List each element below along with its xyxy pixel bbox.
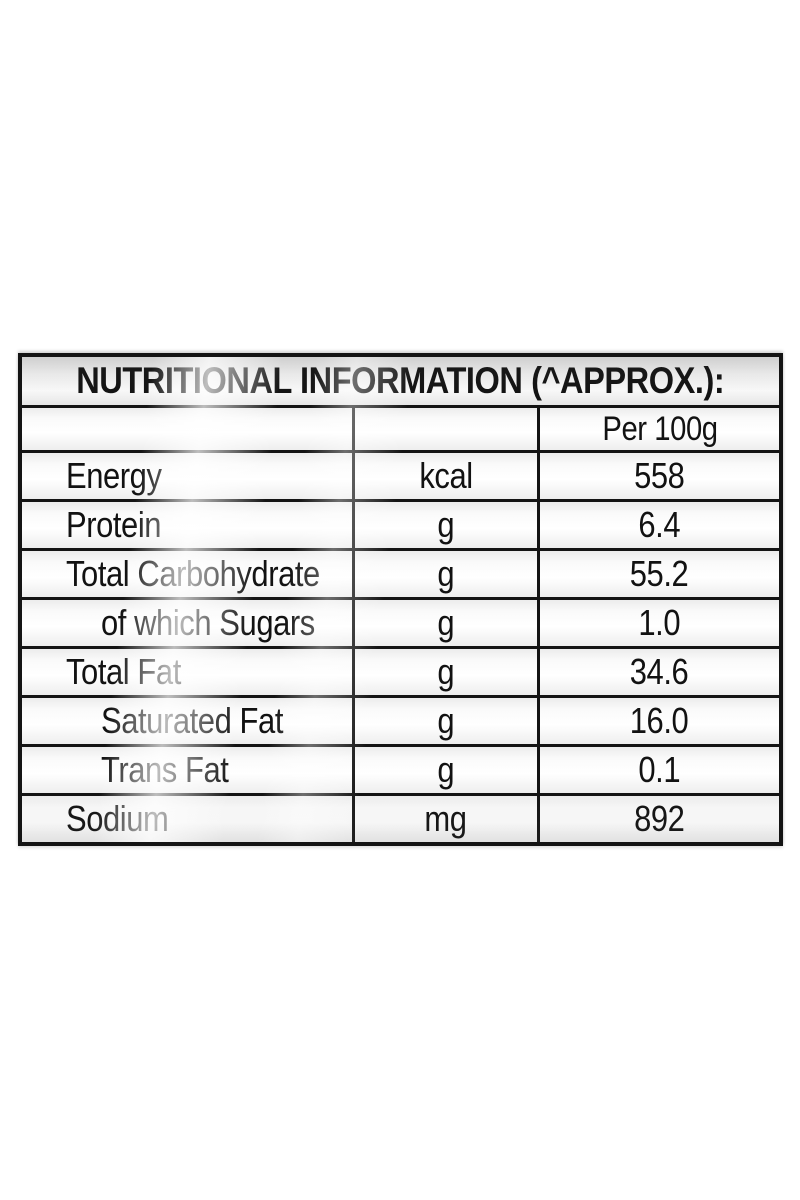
nutrient-name: of which Sugars bbox=[101, 602, 315, 643]
nutrient-name: Protein bbox=[66, 504, 162, 545]
nutrient-value: 6.4 bbox=[638, 504, 681, 545]
nutrient-value-cell: 558 bbox=[537, 453, 779, 499]
table-title-row: NUTRITIONAL INFORMATION (^APPROX.): bbox=[22, 357, 779, 405]
nutrient-unit: g bbox=[437, 749, 455, 790]
nutrient-value: 34.6 bbox=[630, 651, 689, 692]
nutrient-name-cell: Protein bbox=[22, 502, 352, 548]
nutrient-name: Saturated Fat bbox=[101, 700, 284, 741]
header-nutrient-cell bbox=[22, 408, 352, 450]
header-per-100g-cell: Per 100g bbox=[537, 408, 779, 450]
nutrient-value-cell: 6.4 bbox=[537, 502, 779, 548]
nutrient-unit-cell: g bbox=[352, 649, 537, 695]
table-row-saturated-fat: Saturated Fat g 16.0 bbox=[22, 695, 779, 744]
nutrient-unit: g bbox=[437, 553, 455, 594]
nutrient-name: Total Carbohydrate bbox=[66, 553, 320, 594]
nutrient-name-cell: Trans Fat bbox=[22, 747, 352, 793]
nutrient-name: Trans Fat bbox=[101, 749, 229, 790]
nutrient-value-cell: 0.1 bbox=[537, 747, 779, 793]
nutrient-value: 558 bbox=[634, 455, 685, 496]
table-row-total-fat: Total Fat g 34.6 bbox=[22, 646, 779, 695]
header-per-100g-label: Per 100g bbox=[601, 409, 718, 448]
nutrient-name: Total Fat bbox=[66, 651, 181, 692]
nutrition-table: NUTRITIONAL INFORMATION (^APPROX.): Per … bbox=[18, 353, 783, 846]
nutrient-name-cell: Total Fat bbox=[22, 649, 352, 695]
table-row-total-carbohydrate: Total Carbohydrate g 55.2 bbox=[22, 548, 779, 597]
nutrient-value: 16.0 bbox=[630, 700, 689, 741]
table-title: NUTRITIONAL INFORMATION (^APPROX.): bbox=[76, 360, 725, 401]
nutrient-value: 55.2 bbox=[630, 553, 689, 594]
nutrient-unit: g bbox=[437, 700, 455, 741]
nutrient-unit-cell: g bbox=[352, 698, 537, 744]
nutrient-value: 1.0 bbox=[638, 602, 681, 643]
nutrient-unit-cell: g bbox=[352, 600, 537, 646]
table-row-sodium: Sodium mg 892 bbox=[22, 793, 779, 842]
nutrient-name-cell: of which Sugars bbox=[22, 600, 352, 646]
nutrient-unit: g bbox=[437, 504, 455, 545]
nutrient-unit: g bbox=[437, 651, 455, 692]
nutrient-value-cell: 34.6 bbox=[537, 649, 779, 695]
header-unit-cell bbox=[352, 408, 537, 450]
nutrient-unit: g bbox=[437, 602, 455, 643]
nutrient-value: 892 bbox=[634, 798, 685, 839]
nutrient-value: 0.1 bbox=[638, 749, 681, 790]
nutrient-unit: mg bbox=[424, 798, 468, 839]
table-row-protein: Protein g 6.4 bbox=[22, 499, 779, 548]
nutrient-name-cell: Sodium bbox=[22, 796, 352, 842]
table-row-trans-fat: Trans Fat g 0.1 bbox=[22, 744, 779, 793]
nutrient-value-cell: 55.2 bbox=[537, 551, 779, 597]
nutrient-unit-cell: g bbox=[352, 551, 537, 597]
nutrient-unit-cell: g bbox=[352, 502, 537, 548]
nutrient-name-cell: Saturated Fat bbox=[22, 698, 352, 744]
nutrient-unit-cell: kcal bbox=[352, 453, 537, 499]
table-header-row: Per 100g bbox=[22, 405, 779, 450]
nutrient-unit: kcal bbox=[419, 455, 473, 496]
nutrient-value-cell: 1.0 bbox=[537, 600, 779, 646]
table-row-energy: Energy kcal 558 bbox=[22, 450, 779, 499]
nutrient-value-cell: 16.0 bbox=[537, 698, 779, 744]
nutrient-name-cell: Energy bbox=[22, 453, 352, 499]
nutrient-name: Energy bbox=[66, 455, 162, 496]
table-row-of-which-sugars: of which Sugars g 1.0 bbox=[22, 597, 779, 646]
nutrient-unit-cell: g bbox=[352, 747, 537, 793]
nutrient-name: Sodium bbox=[66, 798, 169, 839]
nutrient-name-cell: Total Carbohydrate bbox=[22, 551, 352, 597]
nutrient-unit-cell: mg bbox=[352, 796, 537, 842]
nutrient-value-cell: 892 bbox=[537, 796, 779, 842]
